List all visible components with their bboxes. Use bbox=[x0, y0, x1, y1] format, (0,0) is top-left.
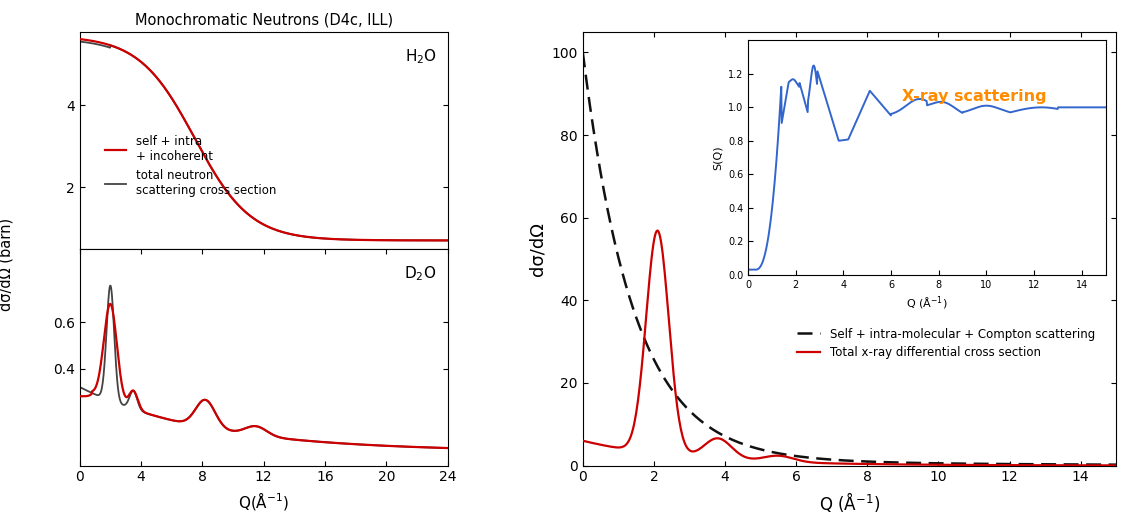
X-axis label: Q (Å$^{-1}$): Q (Å$^{-1}$) bbox=[819, 490, 880, 514]
Text: H$_2$O: H$_2$O bbox=[404, 47, 436, 66]
Legend: Self + intra-molecular + Compton scattering, Total x-ray differential cross sect: Self + intra-molecular + Compton scatter… bbox=[792, 323, 1099, 364]
Title: Monochromatic Neutrons (D4c, ILL): Monochromatic Neutrons (D4c, ILL) bbox=[134, 13, 393, 28]
X-axis label: Q(Å$^{-1}$): Q(Å$^{-1}$) bbox=[238, 490, 289, 512]
Text: dσ/dΩ (barn): dσ/dΩ (barn) bbox=[0, 218, 14, 311]
Y-axis label: dσ/dΩ: dσ/dΩ bbox=[528, 222, 546, 276]
Legend: self + intra
+ incoherent, total neutron
scattering cross section: self + intra + incoherent, total neutron… bbox=[100, 131, 281, 202]
Text: D$_2$O: D$_2$O bbox=[404, 264, 436, 282]
